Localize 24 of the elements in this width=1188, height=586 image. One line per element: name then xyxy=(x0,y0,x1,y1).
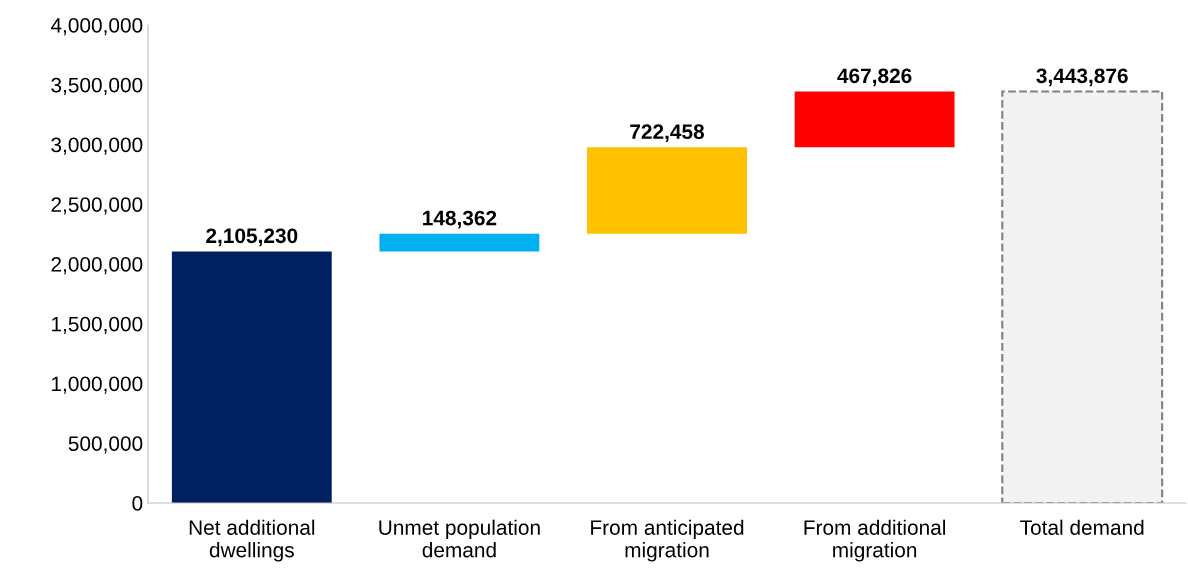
y-tick-label: 500,000 xyxy=(68,436,143,454)
x-tick-label: Net additional dwellings xyxy=(189,519,315,562)
y-tick-label: 1,500,000 xyxy=(52,316,143,334)
y-tick-label: 0 xyxy=(132,496,143,511)
x-tick-label: From additional migration xyxy=(804,519,946,562)
y-tick-label: 4,000,000 xyxy=(50,18,143,36)
bar xyxy=(794,91,955,148)
bar xyxy=(1001,90,1164,503)
bar xyxy=(587,147,747,234)
bar xyxy=(171,251,332,503)
bar xyxy=(379,233,540,252)
data-label: 148,362 xyxy=(423,210,497,229)
data-label: 722,458 xyxy=(630,124,705,143)
data-label: 467,826 xyxy=(837,68,912,87)
y-tick-label: 1,000,000 xyxy=(52,376,143,394)
y-tick-label: 3,500,000 xyxy=(51,77,143,95)
y-tick-label: 2,000,000 xyxy=(51,257,143,275)
data-label: 2,105,230 xyxy=(206,228,298,247)
y-tick-label: 3,000,000 xyxy=(51,137,143,155)
x-tick-label: From anticipated migration xyxy=(591,519,744,562)
x-tick-label: Unmet population demand xyxy=(379,519,540,558)
data-label: 3,443,876 xyxy=(1036,68,1128,87)
x-tick-label: Total demand xyxy=(1020,519,1144,535)
y-tick-label: 2,500,000 xyxy=(51,197,143,215)
